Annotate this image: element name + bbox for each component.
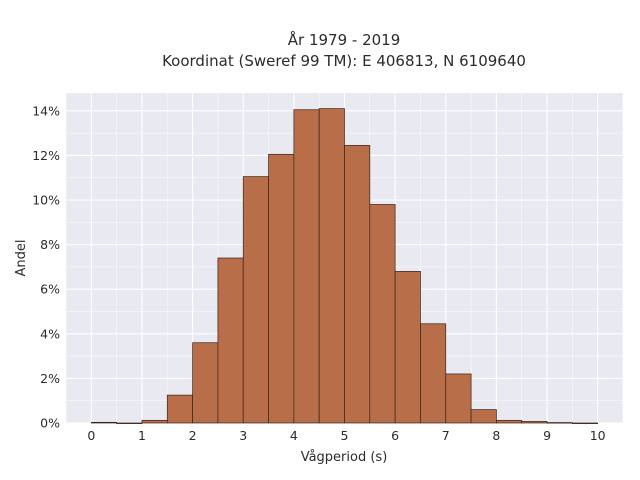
histogram-bar — [166, 394, 193, 424]
x-tick-label: 5 — [341, 428, 349, 443]
y-tick-label: 8% — [40, 237, 60, 252]
histogram-bar — [572, 422, 599, 424]
histogram-bar — [293, 109, 320, 424]
x-tick-label: 10 — [590, 428, 606, 443]
x-tick-label: 4 — [290, 428, 298, 443]
x-tick-label: 3 — [239, 428, 247, 443]
y-tick-label: 10% — [32, 193, 60, 208]
y-tick-label: 4% — [40, 326, 60, 341]
x-tick-label: 0 — [87, 428, 95, 443]
histogram-bar — [318, 108, 345, 424]
y-tick-label: 6% — [40, 282, 60, 297]
histogram-bar — [521, 421, 548, 424]
histogram-bar — [445, 373, 472, 424]
y-tick-label: 2% — [40, 371, 60, 386]
x-tick-label: 6 — [391, 428, 399, 443]
histogram-bar — [116, 422, 143, 424]
x-tick-label: 9 — [543, 428, 551, 443]
histogram-bar — [344, 145, 371, 424]
histogram-bar — [90, 421, 117, 424]
histogram-bar — [546, 422, 573, 424]
chart-title-line-1: År 1979 - 2019 — [288, 30, 401, 49]
histogram-bar — [268, 153, 295, 424]
chart-title-line-2: Koordinat (Sweref 99 TM): E 406813, N 61… — [162, 52, 526, 70]
y-tick-label: 0% — [40, 416, 60, 431]
histogram-bar — [470, 409, 497, 424]
histogram-bar — [496, 419, 523, 424]
histogram-bar — [141, 419, 168, 424]
y-axis-label: Andel — [14, 240, 29, 277]
x-axis-label: Vågperiod (s) — [301, 450, 388, 465]
histogram-bar — [217, 257, 244, 424]
y-axis-ticks: 0% 2% 4% 6% 8% 10% 12% 14% — [32, 103, 60, 430]
x-tick-label: 2 — [189, 428, 197, 443]
y-tick-label: 12% — [32, 148, 60, 163]
histogram-bar — [192, 342, 219, 424]
y-tick-label: 14% — [32, 103, 60, 118]
histogram-bars — [90, 108, 599, 424]
histogram-bar — [369, 204, 396, 424]
x-axis-ticks: 0 1 2 3 4 5 6 7 8 9 10 — [87, 428, 605, 443]
histogram-bar — [242, 176, 269, 424]
x-tick-label: 7 — [442, 428, 450, 443]
x-tick-label: 1 — [138, 428, 146, 443]
histogram-bar — [420, 323, 447, 424]
x-tick-label: 8 — [492, 428, 500, 443]
histogram-bar — [394, 271, 421, 424]
